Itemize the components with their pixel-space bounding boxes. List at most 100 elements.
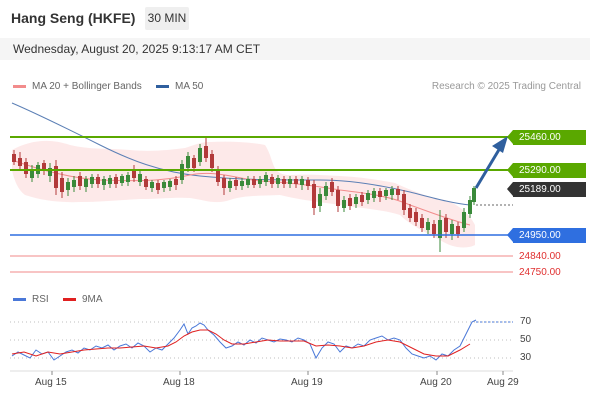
candle	[192, 158, 196, 168]
candle	[234, 180, 238, 186]
candle	[168, 181, 172, 187]
candle	[204, 146, 208, 158]
rsi-axis-30: 30	[520, 352, 532, 363]
candle	[462, 212, 466, 228]
candle	[162, 182, 166, 188]
resistance-1-label: 25290.00	[513, 163, 586, 178]
candle	[282, 179, 286, 184]
candle	[468, 200, 472, 214]
candle	[324, 186, 328, 196]
candle	[108, 178, 112, 184]
candle	[120, 176, 124, 183]
candle	[360, 195, 364, 202]
support-2-label: 24750.00	[519, 267, 561, 278]
candle	[288, 179, 292, 184]
candle	[102, 179, 106, 185]
timeframe-button[interactable]: 30 MIN	[145, 7, 189, 30]
candle	[210, 154, 214, 168]
x-label: Aug 19	[291, 377, 323, 388]
ma-bb-label: MA 20 + Bollinger Bands	[32, 81, 142, 92]
candle	[438, 220, 442, 238]
candle	[396, 189, 400, 195]
r2-pointer	[507, 130, 513, 144]
resistance-2-label: 25460.00	[513, 130, 586, 145]
candle	[408, 208, 412, 218]
candle	[240, 181, 244, 186]
rsi-axis-70: 70	[520, 316, 532, 327]
rsi-ma-label: 9MA	[82, 294, 103, 305]
candle	[402, 194, 406, 210]
x-label: Aug 18	[163, 377, 195, 388]
candle	[432, 224, 436, 234]
forecast-arrow	[474, 147, 502, 189]
pivot-label: 24950.00	[513, 228, 586, 243]
candle	[366, 193, 370, 200]
candle	[48, 168, 52, 176]
candle	[336, 190, 340, 206]
candle	[114, 177, 118, 184]
candle	[414, 212, 418, 222]
candle	[186, 156, 190, 168]
candle	[18, 158, 22, 166]
candle	[84, 179, 88, 187]
candle	[132, 170, 136, 178]
candle	[198, 148, 202, 162]
candle	[90, 177, 94, 184]
candle	[270, 177, 274, 184]
candlesticks	[12, 138, 476, 252]
legend-ma50: MA 50	[156, 81, 203, 92]
candle	[300, 179, 304, 185]
candle	[306, 180, 310, 186]
candle	[54, 166, 58, 188]
candle	[472, 188, 476, 202]
credit-text: Research © 2025 Trading Central	[431, 81, 581, 92]
candle	[222, 178, 226, 188]
candle	[456, 226, 460, 234]
candle	[342, 200, 346, 208]
x-label: Aug 29	[487, 377, 519, 388]
candle	[420, 218, 424, 228]
ma50-label: MA 50	[175, 81, 204, 92]
candle	[12, 154, 16, 162]
candle	[228, 181, 232, 188]
date-bar	[0, 38, 590, 60]
candle	[390, 189, 394, 195]
candle	[444, 218, 448, 232]
candle	[312, 184, 316, 208]
candle	[138, 174, 142, 182]
candle	[42, 163, 46, 171]
x-label: Aug 15	[35, 377, 67, 388]
candle	[78, 176, 82, 186]
candle	[24, 162, 28, 174]
candle	[378, 191, 382, 197]
candle	[318, 194, 322, 206]
rsi-ma-legend: 9MA	[63, 294, 103, 305]
r1-pointer	[507, 163, 513, 177]
rsi-ma-swatch	[63, 298, 76, 301]
candle	[252, 179, 256, 185]
candle	[246, 179, 250, 185]
candle	[174, 179, 178, 185]
ma50-swatch	[156, 85, 169, 88]
candle	[354, 197, 358, 204]
candle	[180, 164, 184, 180]
pivot-pointer	[507, 228, 513, 242]
candle	[126, 175, 130, 182]
forecast-arrowhead	[492, 136, 508, 153]
x-label: Aug 20	[420, 377, 452, 388]
candle	[96, 177, 100, 184]
legend-ma-bb: MA 20 + Bollinger Bands	[13, 81, 142, 92]
candle	[264, 175, 268, 182]
candle	[294, 179, 298, 184]
bollinger-band	[12, 140, 475, 248]
last-pointer	[507, 182, 513, 196]
candle	[426, 222, 430, 230]
candle	[60, 178, 64, 192]
candle	[330, 182, 334, 192]
rsi-ma-line	[11, 329, 471, 357]
candle	[66, 182, 70, 190]
candle	[150, 182, 154, 188]
candle	[450, 224, 454, 234]
rsi-swatch	[13, 298, 26, 301]
